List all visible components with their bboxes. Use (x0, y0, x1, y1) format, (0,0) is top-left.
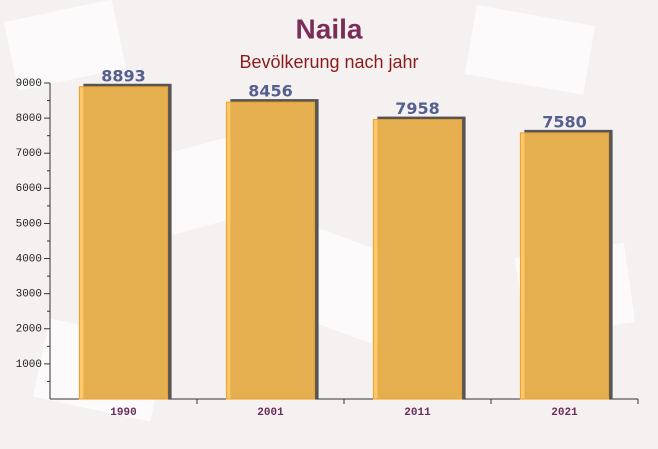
bar (225, 101, 316, 400)
value-label: 8893 (101, 66, 146, 85)
y-tick-label: 4000 (16, 253, 42, 265)
bar (78, 86, 169, 400)
bar (519, 132, 610, 400)
y-tick-label: 1000 (16, 359, 42, 371)
x-tick-label: 2001 (257, 407, 284, 419)
x-tick-label: 2011 (404, 407, 431, 419)
y-tick-label: 5000 (16, 218, 42, 230)
value-label: 8456 (248, 82, 293, 101)
bar (372, 119, 463, 400)
value-label: 7580 (542, 112, 587, 131)
y-tick-label: 6000 (16, 183, 42, 195)
chart-subtitle: Bevölkerung nach jahr (239, 52, 418, 72)
x-tick-label: 1990 (110, 407, 136, 419)
y-tick-label: 9000 (16, 78, 42, 90)
x-tick-label: 2021 (551, 407, 578, 419)
value-label: 7958 (395, 99, 440, 118)
chart-title: Naila (296, 13, 363, 44)
y-tick-label: 2000 (16, 324, 42, 336)
y-tick-label: 3000 (16, 289, 42, 301)
y-tick-label: 7000 (16, 148, 42, 160)
y-tick-label: 8000 (16, 113, 42, 125)
